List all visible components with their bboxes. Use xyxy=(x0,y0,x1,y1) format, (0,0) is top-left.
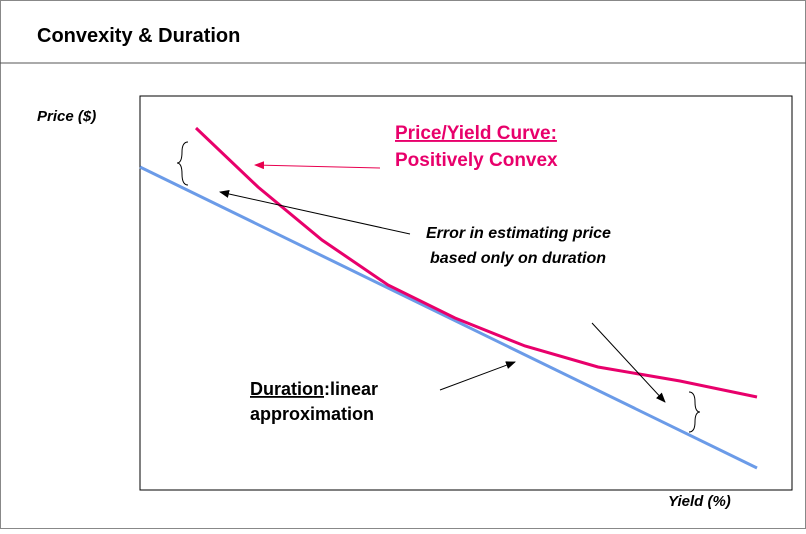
duration-term: Duration xyxy=(250,379,324,399)
x-axis-label: Yield (%) xyxy=(668,493,731,510)
error-label: Error in estimating price xyxy=(426,225,611,242)
left-brace xyxy=(176,141,189,186)
duration-arrow xyxy=(439,361,516,391)
y-axis-label: Price ($) xyxy=(37,108,96,125)
curve-arrow xyxy=(254,161,381,170)
error-label: based only on duration xyxy=(430,250,606,267)
title: Convexity & Duration xyxy=(37,25,240,47)
duration-rest: :linear xyxy=(324,379,378,399)
error-arrow xyxy=(219,190,411,235)
duration-label: Duration:linear xyxy=(250,379,378,399)
error-arrow-right xyxy=(591,322,666,403)
plot-box xyxy=(139,95,793,491)
curve-label: Positively Convex xyxy=(395,150,558,171)
duration-line xyxy=(139,165,758,470)
duration-label: approximation xyxy=(250,404,374,424)
right-brace xyxy=(688,391,701,433)
curve-label: Price/Yield Curve: xyxy=(395,123,557,144)
